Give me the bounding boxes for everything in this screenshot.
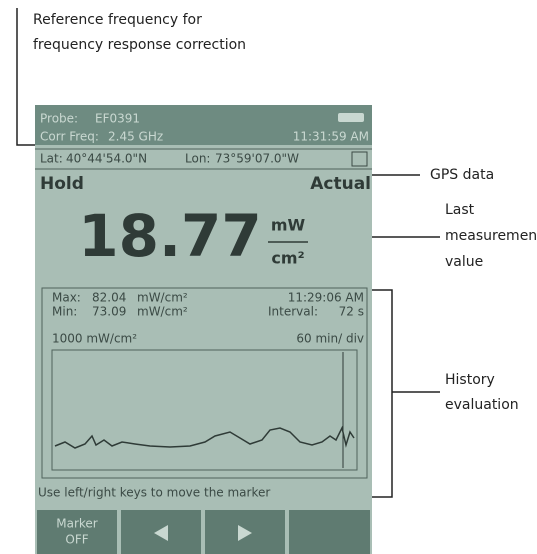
scale: 1000 mW/cm² [52,332,137,346]
button-label: OFF [65,533,88,547]
min: 73.09 [92,305,126,319]
probe: EF0391 [95,112,140,126]
lon: 73°59'07.0"W [215,152,299,166]
button-label: Marker [56,517,98,531]
corr-freq: 2.45 GHz [108,130,163,144]
annotation: frequency response correction [33,37,246,53]
lat: 40°44'54.0"N [66,152,147,166]
annotations: Reference frequency for frequency respon… [16,8,537,498]
arrow-left [154,525,168,541]
lon-label: Lon: [185,152,210,166]
history-trace [54,425,355,449]
probe-label: Probe: [40,112,78,126]
arrow-right [238,525,252,541]
measurement-value: 18.77 [78,202,261,270]
actual: Actual [310,174,371,194]
max-time: 11:29:06 AM [288,291,364,305]
button[interactable] [289,510,370,554]
min-unit: mW/cm² [137,305,188,319]
max-unit: mW/cm² [137,291,188,305]
hold: Hold [40,174,84,194]
history-box [41,287,368,479]
annotation: Last [445,202,475,218]
max-label: Max: [52,291,81,305]
device-screen: Probe: EF0391 Corr Freq: 2.45 GHz 11:31:… [35,105,372,554]
interval: 72 s [339,305,364,319]
annotation: Reference frequency for [33,12,202,28]
time: 11:31:59 AM [293,130,369,144]
timescale: 60 min/ div [296,332,364,346]
header [35,105,372,145]
bracket [372,289,393,498]
annotation: value [445,254,483,270]
hint: Use left/right keys to move the marker [38,486,270,500]
annotation: measurement [445,228,537,244]
unit-bottom: cm² [271,249,304,268]
battery-icon [338,113,364,122]
graph-area [51,349,358,471]
corr-label: Corr Freq: [40,130,99,144]
screen-bg [35,105,372,554]
lat-label: Lat: [40,152,63,166]
gps-icon [351,151,368,167]
annotation: evaluation [445,397,519,413]
leader-line [16,8,37,146]
max: 82.04 [92,291,126,305]
interval-label: Interval: [268,305,318,319]
min-label: Min: [52,305,77,319]
unit-top: mW [271,216,306,235]
button[interactable] [37,510,117,554]
annotation: History [445,372,495,388]
annotation: GPS data [430,167,494,183]
